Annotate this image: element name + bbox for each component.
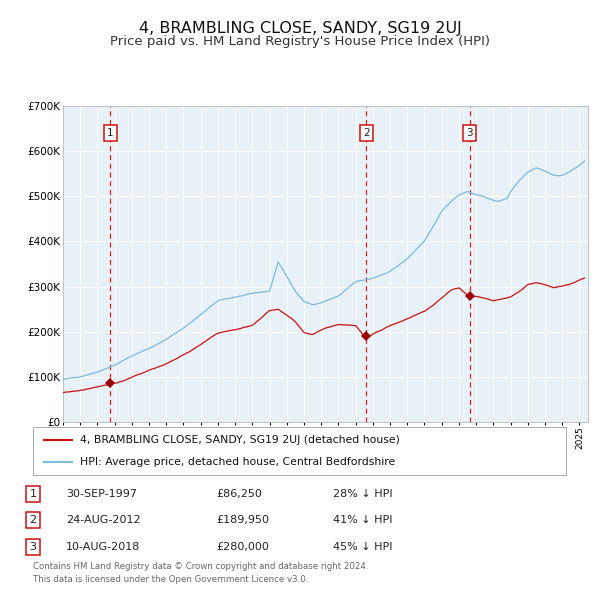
- Text: 1: 1: [107, 128, 113, 138]
- Text: HPI: Average price, detached house, Central Bedfordshire: HPI: Average price, detached house, Cent…: [80, 457, 395, 467]
- Text: 30-SEP-1997: 30-SEP-1997: [66, 489, 137, 499]
- Text: £86,250: £86,250: [216, 489, 262, 499]
- Text: 10-AUG-2018: 10-AUG-2018: [66, 542, 140, 552]
- Text: 4, BRAMBLING CLOSE, SANDY, SG19 2UJ (detached house): 4, BRAMBLING CLOSE, SANDY, SG19 2UJ (det…: [80, 435, 400, 445]
- Text: 24-AUG-2012: 24-AUG-2012: [66, 516, 140, 525]
- Text: Price paid vs. HM Land Registry's House Price Index (HPI): Price paid vs. HM Land Registry's House …: [110, 35, 490, 48]
- Text: £280,000: £280,000: [216, 542, 269, 552]
- Text: Contains HM Land Registry data © Crown copyright and database right 2024.
This d: Contains HM Land Registry data © Crown c…: [33, 562, 368, 584]
- Text: 1: 1: [29, 489, 37, 499]
- Text: 28% ↓ HPI: 28% ↓ HPI: [333, 489, 392, 499]
- Text: £189,950: £189,950: [216, 516, 269, 525]
- Text: 41% ↓ HPI: 41% ↓ HPI: [333, 516, 392, 525]
- Text: 2: 2: [363, 128, 370, 138]
- Text: 3: 3: [466, 128, 473, 138]
- Text: 45% ↓ HPI: 45% ↓ HPI: [333, 542, 392, 552]
- Text: 2: 2: [29, 516, 37, 525]
- Text: 3: 3: [29, 542, 37, 552]
- Text: 4, BRAMBLING CLOSE, SANDY, SG19 2UJ: 4, BRAMBLING CLOSE, SANDY, SG19 2UJ: [139, 21, 461, 35]
